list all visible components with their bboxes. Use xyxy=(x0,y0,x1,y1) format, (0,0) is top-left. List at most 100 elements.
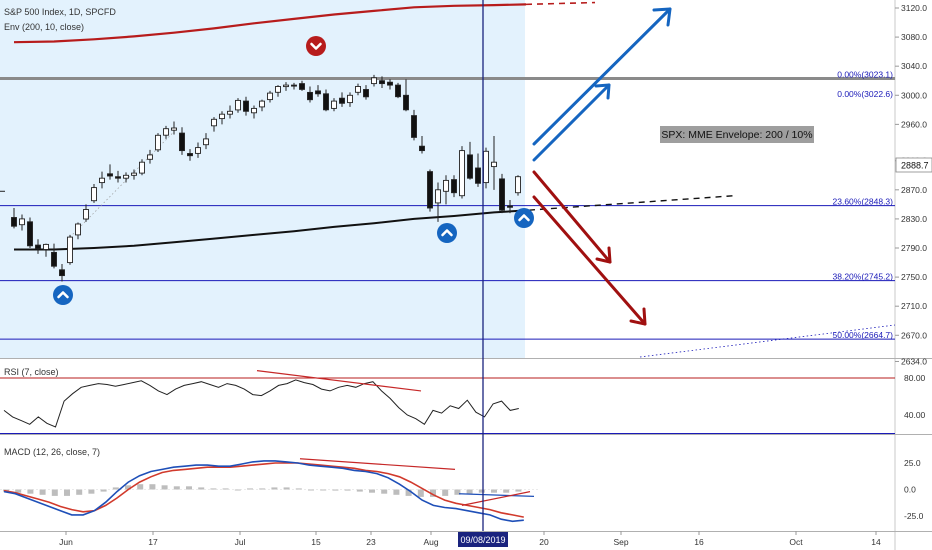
candle-down xyxy=(363,85,369,100)
sell-signal xyxy=(306,36,326,56)
chevron-down-icon xyxy=(310,42,322,50)
price-tick-label: 2790.0 xyxy=(901,243,927,253)
candle-up xyxy=(139,159,145,176)
time-tick-label: Sep xyxy=(613,537,628,547)
histogram-bar xyxy=(149,484,156,490)
price-tick-label: 3080.0 xyxy=(901,32,927,42)
histogram-bar xyxy=(466,489,473,494)
candle-body xyxy=(187,153,193,157)
candle-body xyxy=(267,92,273,101)
candle-up xyxy=(355,83,361,96)
candle-body xyxy=(371,77,377,85)
candle-down xyxy=(187,149,193,161)
candle-up xyxy=(155,133,161,153)
price-tick-label: 2960.0 xyxy=(901,119,927,129)
candle-up xyxy=(203,133,209,150)
histogram-bar xyxy=(222,488,229,490)
candle-body xyxy=(379,80,385,85)
candle-body xyxy=(475,167,481,184)
symbol-title: S&P 500 Index, 1D, SPCFD xyxy=(4,7,116,17)
candle-body xyxy=(339,97,345,104)
candle-body xyxy=(251,107,257,114)
price-tick-label: 2710.0 xyxy=(901,301,927,311)
candle-body xyxy=(323,93,329,111)
candle-body xyxy=(387,81,393,86)
buy-signal xyxy=(53,285,73,305)
fib-label: 0.00%(3022.6) xyxy=(837,89,893,99)
time-tick-label: 16 xyxy=(694,537,704,547)
rsi-pane xyxy=(0,370,895,434)
candle-body xyxy=(515,176,521,194)
candle-body xyxy=(147,154,153,160)
candle-body xyxy=(195,147,201,154)
candle-down xyxy=(307,86,313,103)
candle-down xyxy=(395,82,401,99)
candle-up xyxy=(435,182,441,222)
candle-body xyxy=(131,172,137,176)
candle-up xyxy=(147,149,153,164)
candle-body xyxy=(259,100,265,108)
candle-down xyxy=(291,82,297,90)
histogram-bar xyxy=(88,489,95,494)
macd-divergence-line xyxy=(299,458,456,470)
price-tick-label: 2634.0 xyxy=(901,356,927,366)
rsi-label: RSI (7, close) xyxy=(4,367,59,377)
candle-body xyxy=(219,113,225,120)
candle-up xyxy=(483,147,489,189)
candle-up xyxy=(163,125,169,139)
candle-down xyxy=(115,170,121,183)
candle-up xyxy=(211,117,217,132)
candle-up xyxy=(67,234,73,265)
candle-up xyxy=(491,136,497,190)
buy-signal xyxy=(514,208,534,228)
time-tick-label: 15 xyxy=(311,537,321,547)
histogram-bar xyxy=(100,489,107,492)
candle-up xyxy=(459,146,465,199)
candle-body xyxy=(419,145,425,152)
candle-down xyxy=(107,164,113,180)
candle-up xyxy=(219,111,225,125)
histogram-bar xyxy=(393,489,400,495)
axis-ticks: Jun 17 Jul 15 23 Aug 20 Sep 16 Oct 14 3120.0 3080.0 3… xyxy=(59,3,927,547)
histogram-bar xyxy=(234,489,241,491)
candle-up xyxy=(443,175,449,205)
histogram-bar xyxy=(369,489,375,493)
time-tick-label: 23 xyxy=(366,537,376,547)
candle-down xyxy=(475,153,481,187)
candle-up xyxy=(331,98,337,112)
candle-body xyxy=(459,150,465,197)
candle-body xyxy=(467,154,473,179)
macd-cross-line xyxy=(461,491,531,506)
candle-body xyxy=(163,128,169,136)
signal-line xyxy=(3,462,524,518)
time-tick-label: Jun xyxy=(59,537,73,547)
candle-body xyxy=(499,178,505,211)
candle-up xyxy=(283,82,289,91)
candlesticks xyxy=(0,74,521,282)
price-tick-label: 2670.0 xyxy=(901,330,927,340)
candle-body xyxy=(75,223,81,236)
candle-up xyxy=(83,204,89,222)
price-tag: 2888.7 xyxy=(901,161,929,171)
projection-arrows xyxy=(532,7,672,326)
histogram-bar xyxy=(259,488,266,490)
candle-body xyxy=(307,91,313,101)
candle-up xyxy=(275,85,281,97)
candle-down xyxy=(379,76,385,89)
histogram-bar xyxy=(381,489,388,494)
buy-signal xyxy=(437,223,457,243)
annotation-box xyxy=(660,126,814,143)
candle-down xyxy=(411,109,417,141)
candle-down xyxy=(451,175,457,198)
price-tick-label: 3040.0 xyxy=(901,61,927,71)
ma-projection xyxy=(517,194,736,212)
candle-body xyxy=(283,84,289,88)
candle-down xyxy=(243,96,249,116)
candle-down xyxy=(403,79,409,112)
candle-body xyxy=(43,243,49,250)
histogram-bar xyxy=(454,489,461,495)
histogram-bar xyxy=(76,489,83,495)
moving-average xyxy=(14,131,736,251)
macd-pane xyxy=(0,458,540,523)
fib-label: 38.20%(2745.2) xyxy=(833,272,894,282)
